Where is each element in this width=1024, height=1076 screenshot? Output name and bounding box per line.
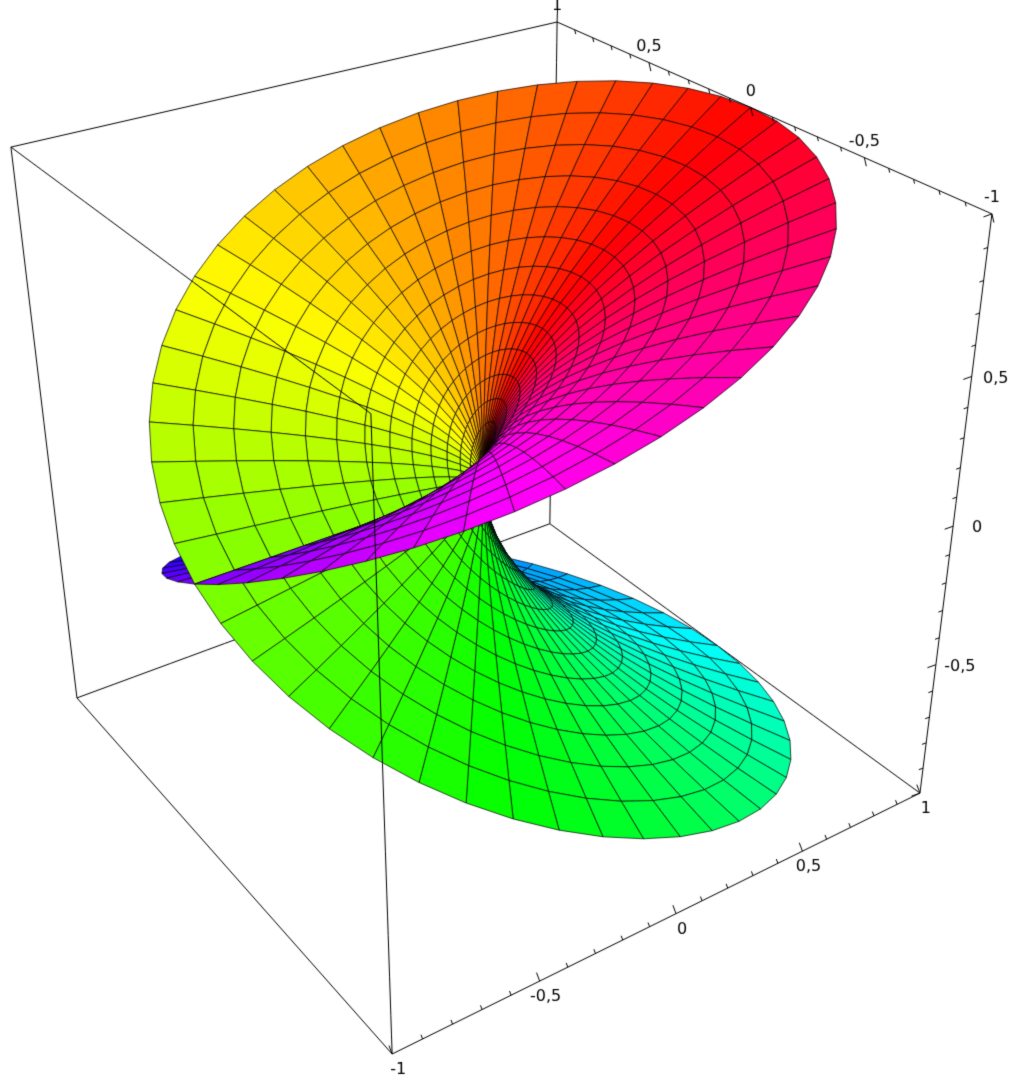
riemann-sqrt-surface-canvas (0, 0, 1024, 1076)
riemann-sqrt-surface-figure (0, 0, 1024, 1076)
